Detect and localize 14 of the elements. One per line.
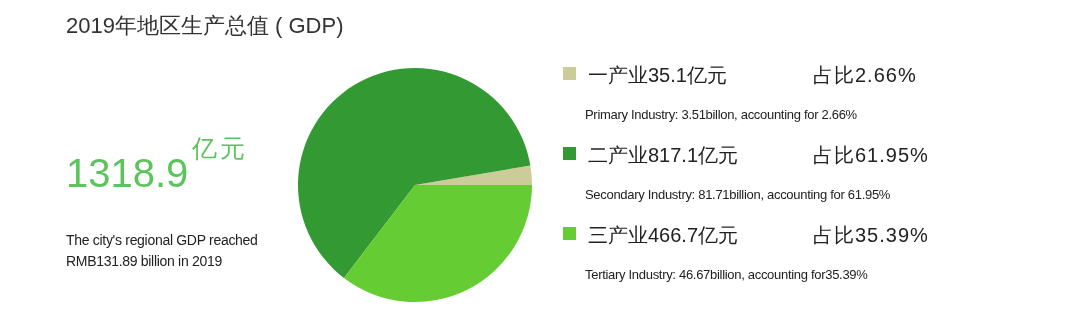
text: Secondary Industry: 81.71billion, accounting for 61.95% xyxy=(585,187,891,202)
text: 占比35.39% xyxy=(813,224,929,246)
text: 占比2.66% xyxy=(813,64,917,86)
text: RMB131.89 billion in 2019 xyxy=(66,253,223,269)
legend-label: 二产业817.1亿元 xyxy=(588,144,739,166)
chart-title: 2019年地区生产总值 ( GDP) xyxy=(66,13,344,38)
text: 亿元 xyxy=(191,134,248,162)
legend-label: 三产业466.7亿元 xyxy=(588,224,739,246)
text: Tertiary Industry: 46.67billion, accounting for35.39% xyxy=(585,267,869,282)
text: The city's regional GDP reached xyxy=(66,232,258,248)
legend-label: 一产业35.1亿元 xyxy=(588,64,727,86)
text: 占比61.95% xyxy=(813,144,929,166)
text: 1318.9 xyxy=(66,151,189,195)
text: Primary Industry: 3.51billon, accounting for 2.66% xyxy=(585,107,858,122)
